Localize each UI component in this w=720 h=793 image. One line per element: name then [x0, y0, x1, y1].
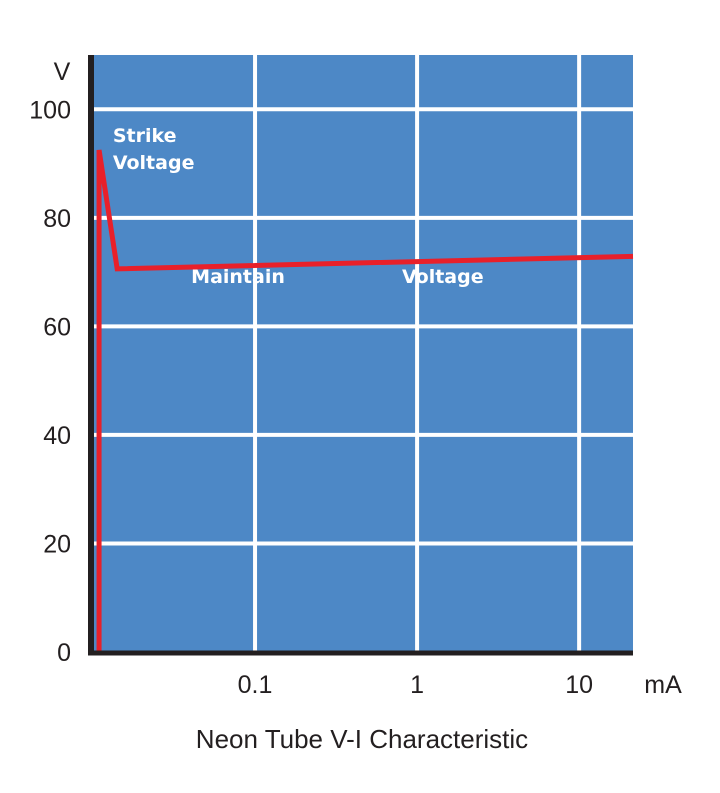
chart-title: Neon Tube V-I Characteristic — [196, 724, 528, 754]
annotation-text: Maintain — [191, 266, 285, 288]
grid — [93, 55, 633, 652]
x-tick-label: 0.1 — [238, 671, 273, 699]
axes — [88, 55, 633, 656]
y-tick-label: 80 — [43, 205, 71, 233]
annotation-text: Strike — [113, 125, 177, 147]
x-tick-label: 1 — [410, 671, 424, 699]
y-tick-label: 0 — [57, 639, 71, 667]
series-line — [96, 149, 634, 652]
y-tick-label: 100 — [29, 96, 71, 124]
annotation-text: Voltage — [113, 152, 195, 174]
x-tick-label: 10 — [565, 671, 593, 699]
series-layer — [96, 149, 634, 652]
annotations: Strike Voltage Maintain Voltage — [113, 125, 484, 288]
tick-labels: 0 20 40 60 80 100 0.1 1 10 — [29, 96, 593, 699]
y-tick-label: 60 — [43, 313, 71, 341]
x-axis-label: mA — [644, 671, 682, 699]
y-tick-label: 40 — [43, 422, 71, 450]
y-axis-label: V — [54, 58, 71, 86]
y-tick-label: 20 — [43, 530, 71, 558]
annotation-text: Voltage — [402, 266, 484, 288]
plot-background — [93, 55, 633, 652]
